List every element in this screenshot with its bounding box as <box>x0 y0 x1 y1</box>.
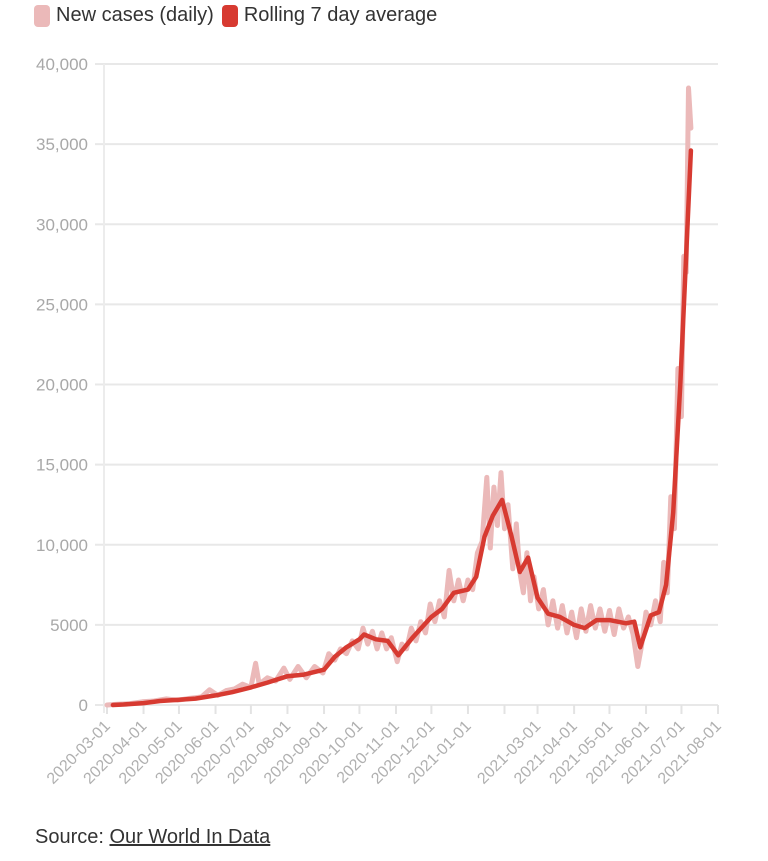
legend-label-rolling-average: Rolling 7 day average <box>243 4 438 26</box>
legend-label-daily: New cases (daily) <box>56 4 214 26</box>
cases-chart: 0 5000 10,000 15,000 20,000 25,000 30,000 35,00… <box>36 55 725 788</box>
legend-item-rolling-average[interactable]: Rolling 7 day average <box>221 4 438 27</box>
series-line-rolling-average <box>110 148 694 708</box>
chart-legend: New cases (daily) Rolling 7 day average <box>34 4 445 27</box>
legend-swatch-rolling-average <box>221 4 238 27</box>
source-link[interactable]: Our World In Data <box>109 826 271 848</box>
y-tick-label: 30,000 <box>36 215 88 234</box>
y-tick-label: 20,000 <box>36 376 88 395</box>
y-tick-label: 5000 <box>50 616 88 635</box>
y-tick-label: 0 <box>79 696 88 715</box>
y-tick-label: 15,000 <box>36 456 88 475</box>
y-tick-label: 10,000 <box>36 536 88 555</box>
y-tick-label: 35,000 <box>36 135 88 154</box>
y-tick-label: 25,000 <box>36 295 88 314</box>
source-line: Source: Our World In Data <box>35 826 270 849</box>
series-line-daily <box>104 85 694 708</box>
legend-item-daily[interactable]: New cases (daily) <box>34 4 214 27</box>
y-tick-label: 40,000 <box>36 55 88 74</box>
source-prefix: Source: <box>35 826 110 848</box>
legend-swatch-daily <box>34 4 50 27</box>
